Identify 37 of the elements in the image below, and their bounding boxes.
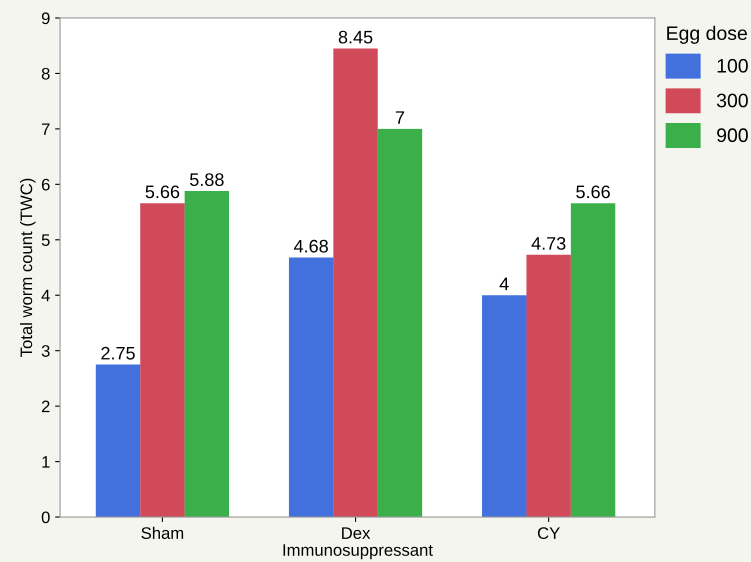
data-label: 8.45 <box>338 30 372 44</box>
y-tick-label: 5 <box>42 234 50 246</box>
data-label: 5.88 <box>190 173 224 186</box>
y-tick-label: 3 <box>42 345 50 357</box>
y-axis-title: Total worm count (TWC) <box>20 178 36 357</box>
legend-title: Egg dose <box>667 26 747 44</box>
x-tick-label: CY <box>538 527 560 540</box>
bar <box>184 190 230 518</box>
data-label: 4.68 <box>294 240 328 253</box>
bar <box>570 203 616 518</box>
data-label: 5.66 <box>146 185 180 198</box>
bar <box>333 48 378 518</box>
legend-label: 100 <box>718 58 748 73</box>
bar <box>140 203 185 518</box>
y-tick-label: 1 <box>42 456 50 468</box>
legend-label: 300 <box>716 94 748 108</box>
data-label: 5.66 <box>576 185 610 198</box>
y-tick-label: 8 <box>42 68 50 80</box>
y-tick-label: 0 <box>42 511 50 524</box>
legend-label: 900 <box>717 128 748 142</box>
y-tick-label: 7 <box>42 123 50 135</box>
bar <box>96 364 140 518</box>
data-label: 4.73 <box>532 237 566 250</box>
bar <box>526 254 571 518</box>
data-label: 4 <box>500 278 509 290</box>
y-tick-label: 6 <box>42 178 50 191</box>
x-tick-label: Sham <box>141 526 184 540</box>
data-label: 7 <box>396 111 404 124</box>
x-tick-label: Dex <box>342 527 370 540</box>
bar <box>482 295 526 518</box>
y-tick-label: 2 <box>42 400 50 412</box>
y-tick-label: 4 <box>41 290 50 302</box>
bar <box>288 258 334 518</box>
x-axis-title: Immunosuppressant <box>284 544 433 560</box>
data-label: 2.75 <box>101 346 135 360</box>
y-tick-label: 9 <box>42 12 50 24</box>
bar <box>378 128 422 518</box>
